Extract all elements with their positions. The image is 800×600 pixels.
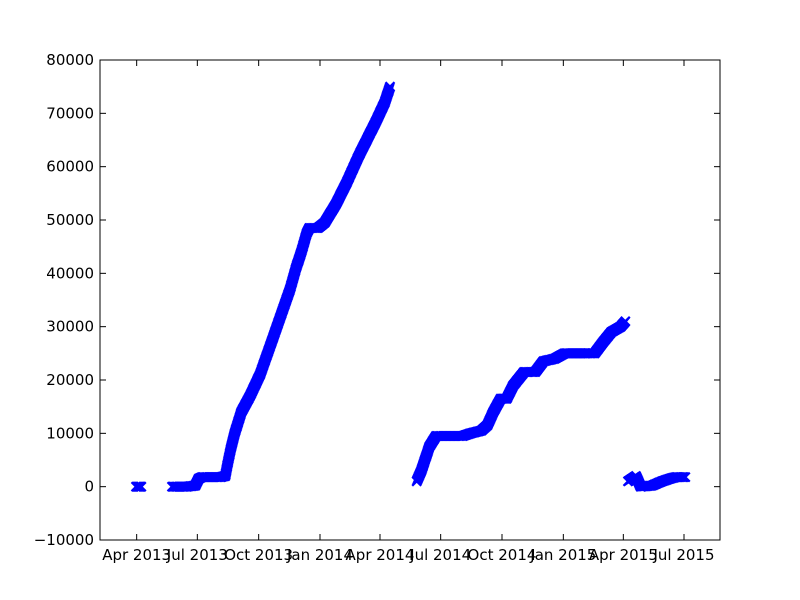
y-tick-label: −10000 bbox=[34, 531, 94, 549]
x-tick-label: Jul 2015 bbox=[652, 546, 714, 564]
x-tick-label: Apr 2015 bbox=[589, 546, 658, 564]
y-tick-label: 80000 bbox=[46, 51, 94, 69]
y-tick-label: 20000 bbox=[46, 371, 94, 389]
data-point-649 bbox=[680, 471, 691, 483]
data-point-370 bbox=[384, 81, 396, 92]
x-tick-label: Oct 2013 bbox=[224, 546, 293, 564]
x-tick-label: Apr 2014 bbox=[346, 546, 415, 564]
x-tick-label: Oct 2014 bbox=[468, 546, 537, 564]
x-tick-label: Jul 2013 bbox=[166, 546, 228, 564]
x-tick-label: Jan 2014 bbox=[286, 546, 353, 564]
y-tick-label: 0 bbox=[84, 478, 94, 496]
axis-ticks bbox=[100, 59, 720, 541]
plot-frame bbox=[99, 59, 721, 541]
y-tick-label: 10000 bbox=[46, 424, 94, 442]
y-tick-label: 60000 bbox=[46, 158, 94, 176]
y-tick-label: 50000 bbox=[46, 211, 94, 229]
data-point-595 bbox=[620, 316, 631, 327]
x-tick-label: Jul 2014 bbox=[409, 546, 471, 564]
y-tick-label: 70000 bbox=[46, 104, 94, 122]
x-tick-label: Apr 2013 bbox=[102, 546, 171, 564]
data-point-5 bbox=[136, 481, 147, 492]
x-tick-label: Jan 2015 bbox=[529, 546, 596, 564]
y-tick-label: 40000 bbox=[46, 264, 94, 282]
data-markers bbox=[130, 81, 691, 492]
y-tick-label: 30000 bbox=[46, 318, 94, 336]
